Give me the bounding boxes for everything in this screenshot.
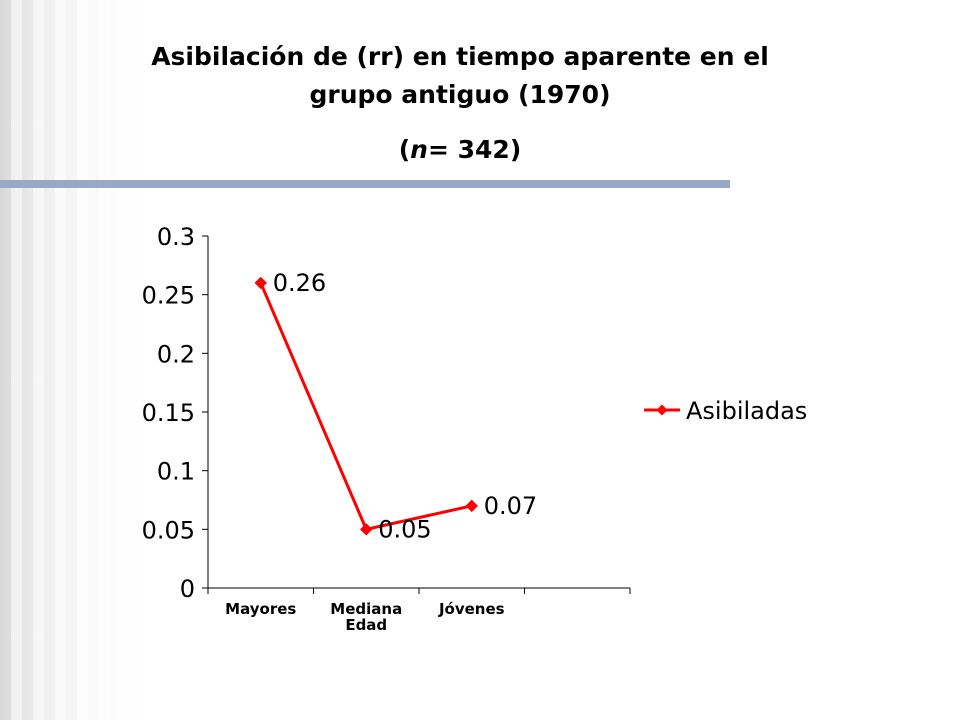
slide-title-line-1: Asibilación de (rr) en tiempo aparente e…: [151, 42, 769, 71]
y-tick-label: 0.3: [157, 223, 195, 251]
slide-title-line-2: grupo antiguo (1970): [309, 80, 611, 109]
data-label: 0.26: [273, 269, 326, 297]
sample-size: (n= 342): [0, 135, 920, 164]
y-tick-label: 0.2: [157, 340, 195, 368]
sample-size-value: = 342): [427, 135, 522, 164]
sample-size-letter: n: [410, 135, 428, 164]
sample-size-open: (: [398, 135, 411, 164]
series-line: [259, 282, 473, 532]
data-point-marker: [465, 499, 478, 513]
data-label: 0.07: [484, 492, 537, 520]
x-category-label: Mediana: [330, 600, 402, 618]
x-category-label: Jóvenes: [438, 600, 505, 618]
x-category-label: Mayores: [225, 600, 296, 618]
data-point-marker: [254, 276, 267, 290]
y-tick-label: 0.05: [142, 516, 195, 544]
data-label: 0.05: [378, 515, 431, 543]
y-tick-label: 0.15: [142, 399, 195, 427]
legend-marker-sample: [656, 404, 668, 416]
y-tick-label: 0.25: [142, 282, 195, 310]
y-tick-label: 0: [180, 575, 195, 603]
x-category-label: Edad: [345, 616, 387, 634]
y-tick-label: 0.1: [157, 458, 195, 486]
legend-label: Asibiladas: [686, 397, 807, 425]
title-divider: [0, 180, 730, 188]
data-point-marker: [360, 523, 373, 536]
